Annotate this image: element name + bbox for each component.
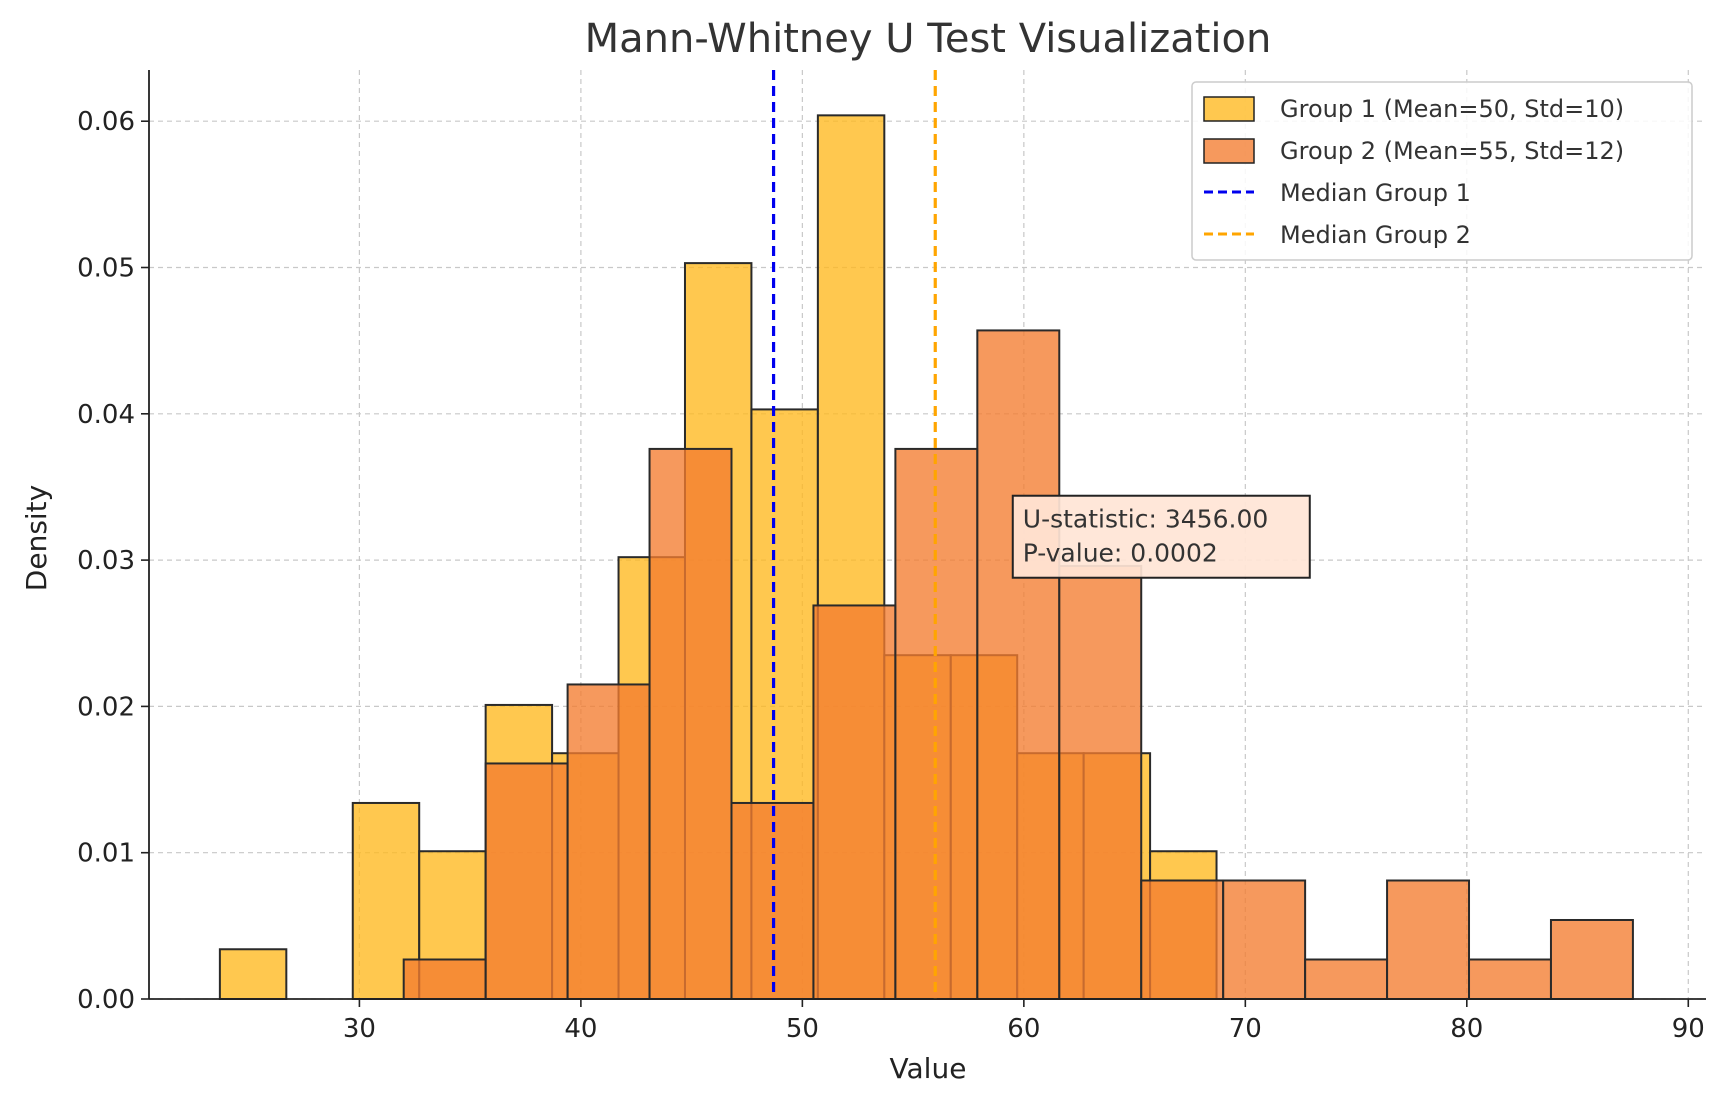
y-tick-label: 0.01 xyxy=(77,839,135,869)
y-axis-label: Density xyxy=(20,485,53,591)
annotation-p-value: P-value: 0.0002 xyxy=(1023,539,1218,568)
x-ticks: 30 40 50 60 70 80 90 xyxy=(343,999,1705,1044)
group2-bar xyxy=(566,683,651,1000)
y-tick-label: 0.06 xyxy=(77,107,135,137)
x-tick-label: 70 xyxy=(1229,1014,1262,1044)
legend: Group 1 (Mean=50, Std=10) Group 2 (Mean=… xyxy=(1191,81,1693,261)
group2-bar xyxy=(812,604,897,1001)
legend-swatch-group2 xyxy=(1203,138,1255,164)
x-tick-label: 50 xyxy=(786,1014,819,1044)
y-tick-label: 0.03 xyxy=(77,546,135,576)
y-tick-label: 0.00 xyxy=(77,985,135,1015)
legend-label-median2: Median Group 2 xyxy=(1280,221,1471,249)
group2-bar xyxy=(648,447,733,1000)
annotation-box xyxy=(1011,494,1311,579)
group2-bar xyxy=(1549,918,1634,1000)
x-tick-label: 90 xyxy=(1672,1014,1705,1044)
group2-bar xyxy=(484,762,569,1000)
y-tick-label: 0.05 xyxy=(77,254,135,284)
axes xyxy=(148,70,1706,1000)
group2-bar xyxy=(1058,564,1143,1000)
legend-swatch-group1 xyxy=(1203,96,1255,122)
legend-frame xyxy=(1191,81,1693,261)
y-tick-label: 0.02 xyxy=(77,692,135,722)
x-tick-label: 60 xyxy=(1007,1014,1040,1044)
x-tick-label: 80 xyxy=(1450,1014,1483,1044)
legend-label-median1: Median Group 1 xyxy=(1280,179,1471,207)
legend-label-group1: Group 1 (Mean=50, Std=10) xyxy=(1280,95,1624,123)
x-tick-label: 40 xyxy=(564,1014,597,1044)
group2-bar xyxy=(1468,958,1552,1000)
group2-bar xyxy=(1222,879,1307,1000)
chart-title: Mann-Whitney U Test Visualization xyxy=(585,16,1272,62)
legend-label-group2: Group 2 (Mean=55, Std=12) xyxy=(1280,137,1624,165)
x-axis-label: Value xyxy=(890,1052,967,1085)
median-lines xyxy=(771,70,937,999)
y-ticks: 0.00 0.01 0.02 0.03 0.04 0.05 0.06 xyxy=(77,107,149,1015)
group2-bar xyxy=(402,958,487,1000)
group2-bar xyxy=(1304,958,1389,1000)
annotation-u-statistic: U-statistic: 3456.00 xyxy=(1023,505,1268,534)
group2-bar xyxy=(976,329,1061,1000)
x-tick-label: 30 xyxy=(343,1014,376,1044)
stats-annotation: U-statistic: 3456.00 P-value: 0.0002 xyxy=(1011,494,1311,579)
group2-bar xyxy=(894,447,979,1000)
group2-bar xyxy=(1140,879,1225,1000)
group1-bar xyxy=(218,948,288,1000)
y-tick-label: 0.04 xyxy=(77,400,135,430)
group2-bar xyxy=(1386,879,1471,1000)
